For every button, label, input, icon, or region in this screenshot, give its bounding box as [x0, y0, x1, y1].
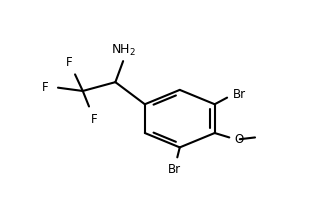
Text: F: F: [42, 81, 49, 94]
Text: F: F: [90, 113, 97, 126]
Text: O: O: [235, 133, 244, 146]
Text: Br: Br: [168, 163, 181, 176]
Text: F: F: [65, 56, 72, 69]
Text: NH$_2$: NH$_2$: [110, 43, 136, 58]
Text: Br: Br: [232, 88, 245, 101]
